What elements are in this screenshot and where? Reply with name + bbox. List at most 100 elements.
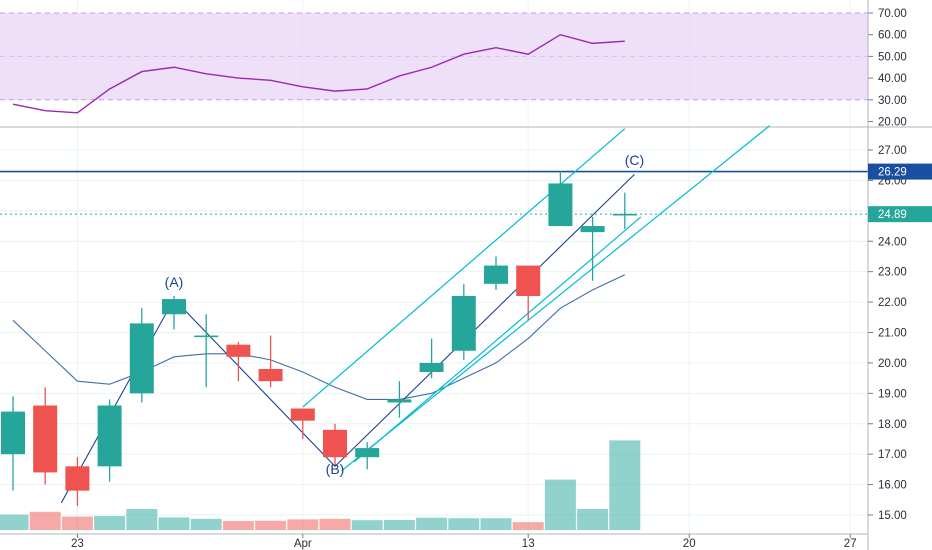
rsi-axis-label: 20.00 (878, 117, 907, 129)
candle (580, 216, 605, 281)
price-axis-label: 23.00 (878, 267, 907, 279)
volume-bar (222, 521, 254, 530)
volume-bar (29, 511, 61, 530)
time-axis-label: 27 (844, 538, 857, 550)
candle-body (548, 183, 573, 227)
candle-body (612, 213, 637, 216)
candle-body (97, 405, 122, 467)
candle (419, 338, 444, 379)
candlesticks[interactable] (1, 171, 637, 506)
candle (516, 265, 541, 321)
price-axis-label: 19.00 (878, 388, 907, 400)
candle-body (129, 323, 154, 394)
candle (612, 192, 637, 230)
volume-bar (126, 509, 158, 530)
candle (194, 314, 219, 388)
time-axis[interactable]: 23 Apr 13 20 27 (0, 533, 868, 550)
time-axis-label: Apr (294, 538, 312, 550)
candle-body (580, 226, 605, 233)
candle (65, 457, 90, 506)
price-axis-label: 17.00 (878, 449, 907, 461)
channel-line (341, 125, 771, 472)
volume-bar (94, 516, 126, 530)
candle (162, 296, 186, 330)
wave-labels: (A) (B) (C) (165, 152, 645, 477)
time-axis-label: 23 (71, 538, 84, 550)
price-axis-label: 27.00 (878, 145, 907, 157)
rsi-axis-label: 40.00 (878, 73, 907, 85)
volume-bar (61, 516, 93, 530)
candle-body (484, 265, 508, 284)
candle (33, 387, 58, 485)
rsi-axis-label: 30.00 (878, 95, 907, 107)
volume-bar (190, 518, 222, 530)
volume-bar (255, 520, 287, 530)
volume-bar (609, 440, 641, 530)
candle-body (451, 296, 476, 351)
price-axis-label: 24.00 (878, 236, 907, 248)
wave-label: (B) (326, 461, 345, 477)
price-axis-label: 22.00 (878, 297, 907, 309)
candle-body (419, 362, 444, 373)
moving-average-line (12, 274, 626, 400)
price-axis[interactable]: 27.0026.0025.0024.0023.0022.0021.0020.00… (867, 0, 932, 550)
volume-bar (0, 514, 29, 530)
price-axis-label: 18.00 (878, 419, 907, 431)
volume-bar (577, 509, 609, 530)
wave-label: (A) (165, 274, 184, 290)
time-axis-label: 13 (522, 538, 535, 550)
volume-bar (287, 519, 319, 530)
candle (387, 381, 412, 418)
volume-bar (512, 522, 544, 530)
price-axis-label: 21.00 (878, 328, 907, 340)
resistance-price-badge-bg (868, 163, 932, 180)
price-axis-label: 15.00 (878, 510, 907, 522)
price-axis-label: 20.00 (878, 358, 907, 370)
rsi-axis-label: 60.00 (878, 30, 907, 42)
rsi-line (12, 33, 625, 114)
volume-bars (0, 440, 641, 530)
wave-path (60, 173, 635, 504)
volume-bar (383, 519, 415, 530)
candle (258, 335, 283, 388)
candle-body (516, 265, 541, 296)
candle (97, 399, 122, 482)
volume-bar (416, 517, 448, 530)
volume-bar (319, 518, 351, 530)
volume-bar (351, 520, 383, 530)
candle (484, 256, 508, 290)
candle-body (194, 335, 219, 338)
candle (355, 442, 380, 470)
last-price-badge-text: 24.89 (878, 209, 907, 221)
last-price-badge-bg (868, 206, 932, 223)
candle-body (290, 408, 315, 421)
channel-line (302, 128, 626, 408)
candle-body (65, 466, 90, 491)
volume-bar (544, 479, 576, 530)
price-axis-label: 16.00 (878, 480, 907, 492)
volume-bar (480, 518, 512, 530)
volume-bar (158, 517, 190, 530)
candle-body (1, 411, 25, 455)
candle-body (162, 299, 186, 315)
candle-body (258, 369, 283, 382)
candle-body (226, 344, 251, 357)
candle (548, 171, 573, 227)
candle (226, 341, 251, 382)
candle (451, 283, 476, 360)
candle (323, 423, 347, 467)
rsi-panel: 70.00 60.00 50.00 40.00 30.00 20.00 (0, 8, 932, 129)
rsi-axis-label: 70.00 (878, 8, 907, 20)
wave-label: (C) (625, 152, 644, 168)
volume-bar (448, 518, 480, 530)
candle (1, 396, 25, 491)
time-axis-label: 20 (683, 538, 696, 550)
candle (129, 308, 154, 403)
resistance-price-badge-text: 26.29 (878, 167, 907, 179)
candle-body (323, 429, 347, 458)
channel-line (353, 216, 642, 463)
candle-body (33, 405, 58, 473)
chart-overlays (0, 125, 868, 504)
candle-body (387, 399, 412, 403)
